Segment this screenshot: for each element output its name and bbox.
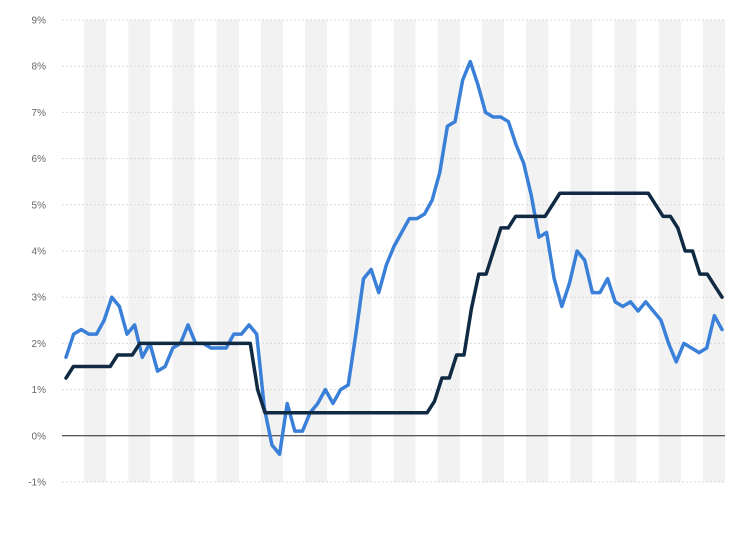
y-tick-label: 8% — [32, 62, 47, 73]
y-tick-label: 5% — [32, 200, 47, 211]
y-tick-label: 3% — [32, 293, 47, 304]
y-tick-label: 2% — [32, 339, 47, 350]
y-tick-label: 6% — [32, 154, 47, 165]
background-band — [437, 20, 460, 482]
y-tick-label: 4% — [32, 247, 47, 258]
y-axis: 9% 8% 7% 6% 5% 4% 3% 2% 1% 0% -1% — [28, 16, 46, 489]
series-line-2 — [64, 191, 724, 415]
y-tick-label: 7% — [32, 108, 47, 119]
background-band — [702, 20, 725, 482]
series-lines — [64, 59, 724, 457]
y-tick-label: 0% — [32, 431, 47, 442]
background-band — [349, 20, 372, 482]
series-line-1 — [64, 59, 724, 457]
background-band — [305, 20, 328, 482]
background-band — [570, 20, 593, 482]
background-band — [614, 20, 637, 482]
background-band — [658, 20, 681, 482]
y-tick-label: 1% — [32, 385, 47, 396]
background-band — [393, 20, 416, 482]
background-band — [526, 20, 549, 482]
y-tick-label: 9% — [32, 16, 47, 27]
y-tick-label: -1% — [28, 478, 46, 489]
